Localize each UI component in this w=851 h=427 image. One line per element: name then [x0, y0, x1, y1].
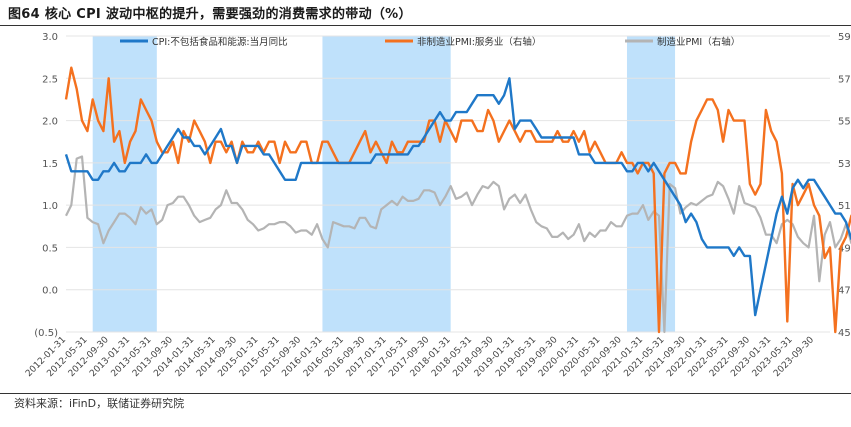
line-chart: (0.5) 0.0 0.5 1.0 1.5 2.0 2.5 3.0 45 47 49 51 53 55 5…: [24, 32, 851, 379]
right-tick-label: 45: [838, 328, 851, 339]
right-tick-label: 59: [838, 32, 851, 43]
series-line-services: [64, 66, 851, 334]
source-note: 资料来源：iFinD，联储证券研究院: [14, 397, 185, 410]
right-tick-label: 53: [838, 159, 851, 170]
right-tick-label: 55: [838, 117, 851, 128]
right-axis-ticks: 45 47 49 51 53 55 57 59: [838, 32, 851, 339]
left-tick-label: 3.0: [42, 32, 58, 43]
left-tick-label: 0.0: [42, 286, 58, 297]
right-tick-label: 47: [838, 286, 851, 297]
right-tick-label: 49: [838, 243, 851, 254]
left-tick-label: 1.0: [42, 201, 58, 212]
left-tick-label: 1.5: [42, 159, 58, 170]
right-tick-label: 51: [838, 201, 851, 212]
source-rule: [0, 393, 851, 394]
title-rule: [0, 25, 851, 26]
legend-label-cpi: CPI:不包括食品和能源:当月同比: [152, 36, 288, 48]
legend-label-manufacturing: 制造业PMI（右轴）: [657, 36, 740, 48]
series-layer: [64, 66, 851, 334]
shaded-periods: [92, 36, 676, 332]
legend: CPI:不包括食品和能源:当月同比 非制造业PMI:服务业（右轴） 制造业PMI（右…: [120, 36, 740, 48]
left-tick-label: 2.5: [42, 74, 58, 85]
left-tick-label: 0.5: [42, 243, 58, 254]
series-line-cpi: [64, 77, 851, 317]
shaded-period-1: [92, 36, 157, 332]
left-tick-label: (0.5): [34, 328, 58, 339]
series-line-manufacturing: [65, 155, 851, 334]
shaded-period-2: [322, 36, 451, 332]
right-tick-label: 57: [838, 74, 851, 85]
figure-title: 图64 核心 CPI 波动中枢的提升，需要强劲的消费需求的带动（%）: [8, 7, 412, 22]
x-axis-ticks: 2012-01-312012-05-312012-09-302013-01-31…: [24, 335, 816, 379]
left-tick-label: 2.0: [42, 117, 58, 128]
legend-label-services: 非制造业PMI:服务业（右轴）: [417, 36, 541, 48]
left-axis-ticks: (0.5) 0.0 0.5 1.0 1.5 2.0 2.5 3.0: [34, 32, 58, 339]
